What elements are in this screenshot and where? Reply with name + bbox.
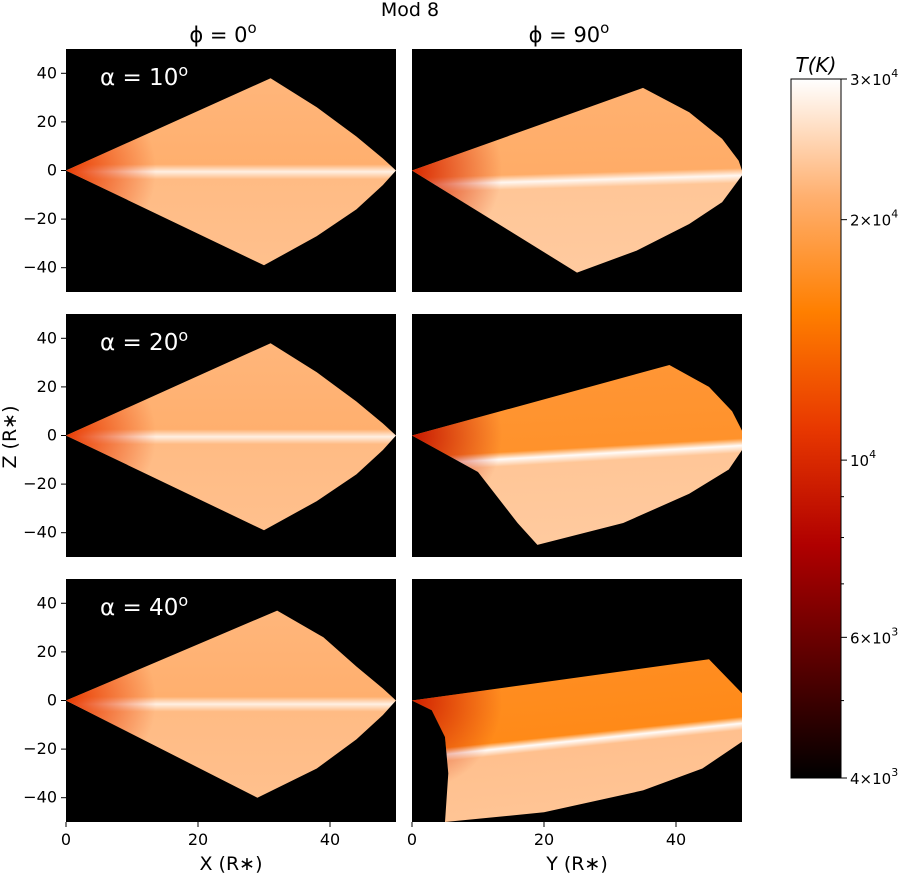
y-tick-label: 0	[47, 426, 57, 445]
y-axis-label: Z (R∗)	[0, 405, 21, 468]
y-tick-label: −20	[23, 474, 57, 493]
panel-r0-c0: α = 10o 40 20 0 −20 −40	[23, 49, 396, 292]
y-tick-label: −40	[23, 258, 57, 277]
x-tick-label: 20	[188, 830, 208, 849]
colorbar-tick-label: 104	[850, 448, 876, 470]
panel-r0-c1	[412, 49, 742, 292]
y-tick-label: 40	[37, 63, 57, 82]
y-tick-label: 40	[37, 328, 57, 347]
colorbar-tick-label: 6×103	[850, 625, 898, 647]
y-tick-label: −20	[23, 209, 57, 228]
y-tick-label: −40	[23, 523, 57, 542]
row-label: α = 40o	[100, 591, 188, 621]
y-tick-label: 20	[37, 112, 57, 131]
panel-r2-c1: 0 20 40	[407, 579, 742, 849]
colorbar-tick-label: 2×104	[850, 208, 898, 230]
figure-title: Mod 8	[381, 0, 439, 21]
column-title: ϕ = 90o	[529, 19, 610, 47]
colorbar-tick-label: 4×103	[850, 766, 898, 788]
panel-r1-c0: α = 20o 40 20 0 −20 −40	[23, 314, 396, 557]
y-tick-label: 0	[47, 691, 57, 710]
x-tick-label: 40	[320, 830, 340, 849]
x-tick-label: 0	[61, 830, 71, 849]
panel-r2-c0: α = 40o 40 20 0 −20 −40 0 20 40	[23, 579, 396, 849]
row-label: α = 10o	[100, 61, 188, 91]
axis-labels: ϕ = 0o ϕ = 90o X (R∗) Y (R∗) Z (R∗)	[0, 19, 609, 875]
x-tick-label: 0	[407, 830, 417, 849]
x-tick-label: 20	[534, 830, 554, 849]
colorbar-gradient	[790, 78, 842, 779]
y-tick-label: 20	[37, 377, 57, 396]
y-tick-label: 40	[37, 593, 57, 612]
x-axis-label: X (R∗)	[199, 853, 262, 875]
y-tick-label: −20	[23, 739, 57, 758]
panel-r1-c1	[412, 314, 742, 557]
colorbar-tick-label: 3×104	[850, 67, 898, 89]
y-tick-label: −40	[23, 788, 57, 807]
x-tick-label: 40	[666, 830, 686, 849]
colorbar-label: T(K)	[796, 53, 837, 77]
row-label: α = 20o	[100, 326, 188, 356]
y-tick-label: 0	[47, 161, 57, 180]
colorbar: T(K) 3×104 2×104 104 6×103 4×103	[790, 53, 898, 788]
x-axis-label: Y (R∗)	[545, 853, 608, 875]
y-tick-label: 20	[37, 642, 57, 661]
column-title: ϕ = 0o	[189, 19, 256, 47]
